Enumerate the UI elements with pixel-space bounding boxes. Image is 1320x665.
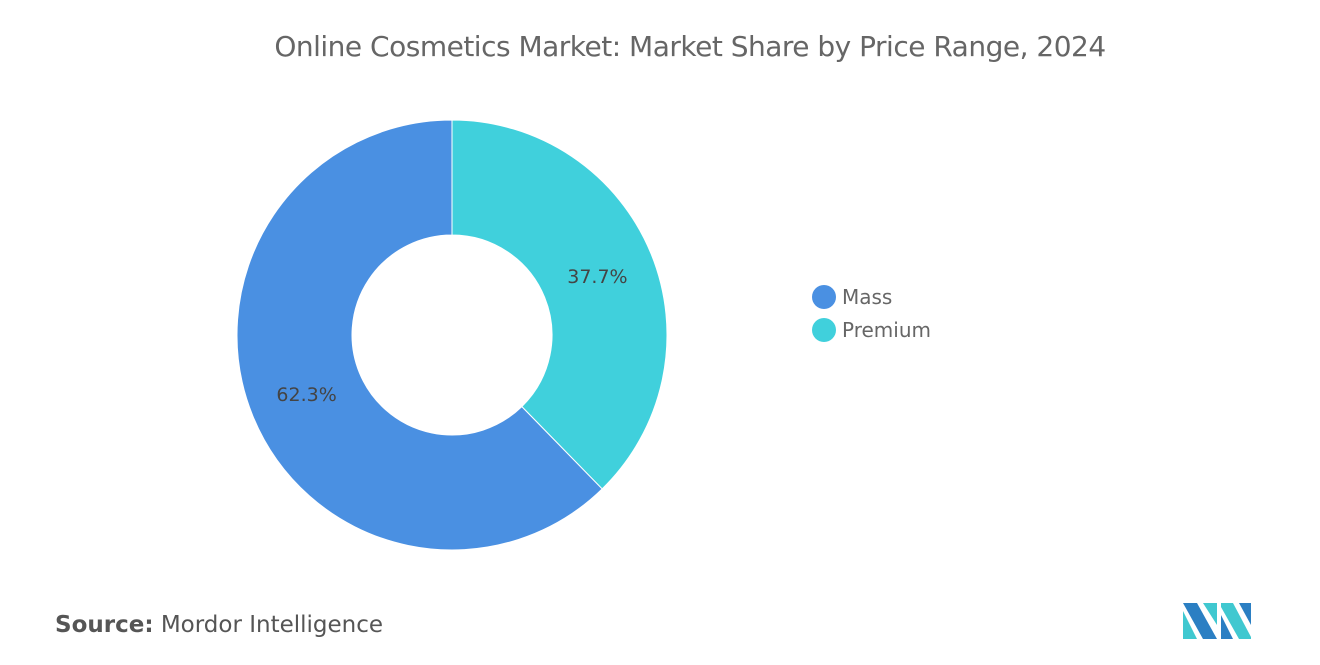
data-label-premium: 37.7% bbox=[567, 266, 627, 288]
source-label: Source: bbox=[55, 612, 154, 638]
mordor-intelligence-logo bbox=[1183, 603, 1251, 639]
legend-label: Mass bbox=[842, 285, 893, 309]
slice-premium bbox=[451, 119, 668, 490]
legend-item-premium: Premium bbox=[812, 318, 931, 342]
source-note: Source: Mordor Intelligence bbox=[55, 612, 383, 638]
legend-swatch-icon bbox=[812, 285, 836, 309]
data-label-mass: 62.3% bbox=[276, 384, 336, 406]
chart-title: Online Cosmetics Market: Market Share by… bbox=[274, 30, 1106, 63]
legend-label: Premium bbox=[842, 318, 931, 342]
legend-item-mass: Mass bbox=[812, 285, 892, 309]
slice-mass bbox=[236, 119, 603, 551]
legend-swatch-icon bbox=[812, 318, 836, 342]
source-value: Mordor Intelligence bbox=[160, 612, 384, 638]
